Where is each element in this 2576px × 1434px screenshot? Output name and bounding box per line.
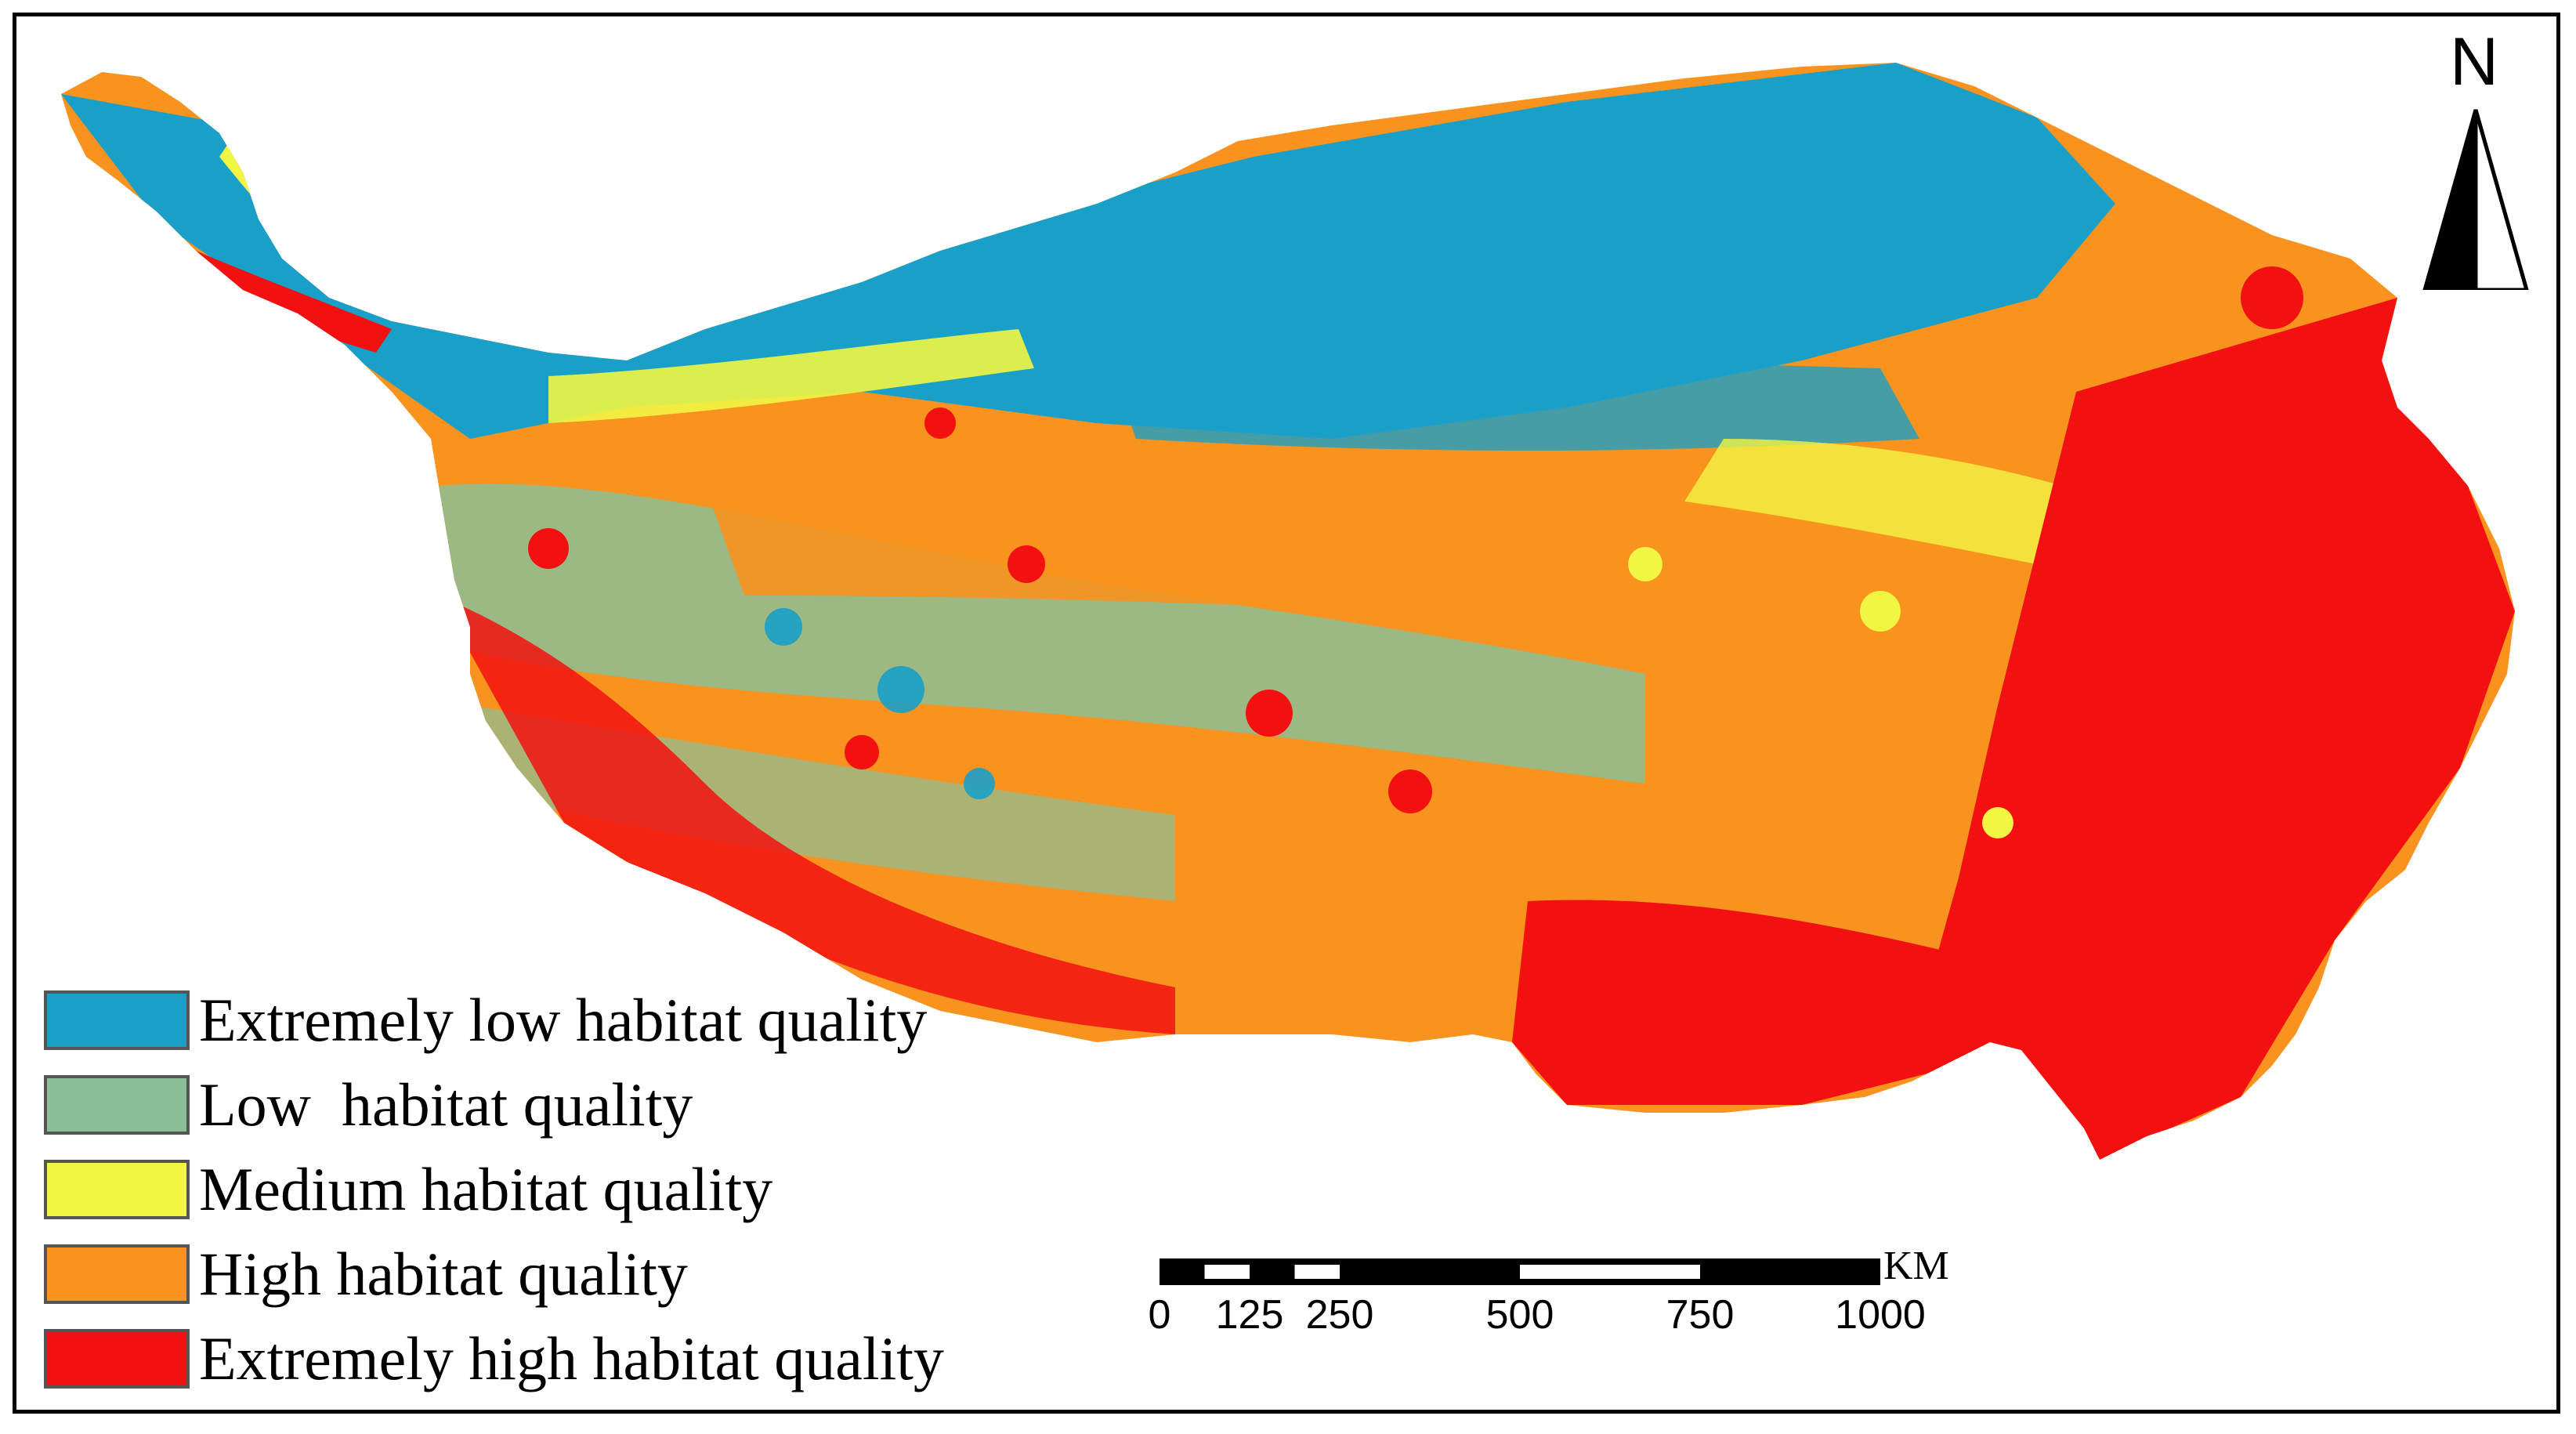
legend-item: Extremely low habitat quality	[44, 978, 944, 1063]
legend-item: High habitat quality	[44, 1232, 944, 1316]
legend-label: Low habitat quality	[199, 1070, 693, 1139]
scale-tick-label: 500	[1485, 1292, 1554, 1338]
legend-label: Extremely low habitat quality	[199, 986, 928, 1054]
scale-bar	[1160, 1258, 1880, 1285]
scale-tick-label: 250	[1305, 1292, 1374, 1338]
legend-item: Medium habitat quality	[44, 1147, 944, 1232]
legend-swatch	[44, 990, 190, 1050]
legend-swatch	[44, 1075, 190, 1135]
scale-unit: KM	[1883, 1244, 1949, 1288]
legend-item: Low habitat quality	[44, 1063, 944, 1147]
scale-tick-label: 750	[1666, 1292, 1735, 1338]
scale-tick-label: 1000	[1835, 1292, 1926, 1338]
legend-swatch	[44, 1160, 190, 1219]
scale-bar-segment	[1294, 1265, 1340, 1279]
legend-label: Medium habitat quality	[199, 1155, 773, 1223]
scale-tick-label: 0	[1148, 1292, 1171, 1338]
legend-swatch	[44, 1329, 190, 1389]
scale-tick-label: 125	[1215, 1292, 1284, 1338]
scale-bar-segment	[1520, 1265, 1700, 1279]
scale-bar-segment	[1204, 1265, 1250, 1279]
legend-label: High habitat quality	[199, 1240, 688, 1308]
north-letter: N	[2449, 24, 2499, 100]
north-arrow-icon	[2422, 109, 2529, 290]
legend-item: Extremely high habitat quality	[44, 1316, 944, 1401]
legend-swatch	[44, 1244, 190, 1304]
legend-label: Extremely high habitat quality	[199, 1324, 944, 1392]
legend: Extremely low habitat quality Low habitat…	[44, 978, 944, 1401]
